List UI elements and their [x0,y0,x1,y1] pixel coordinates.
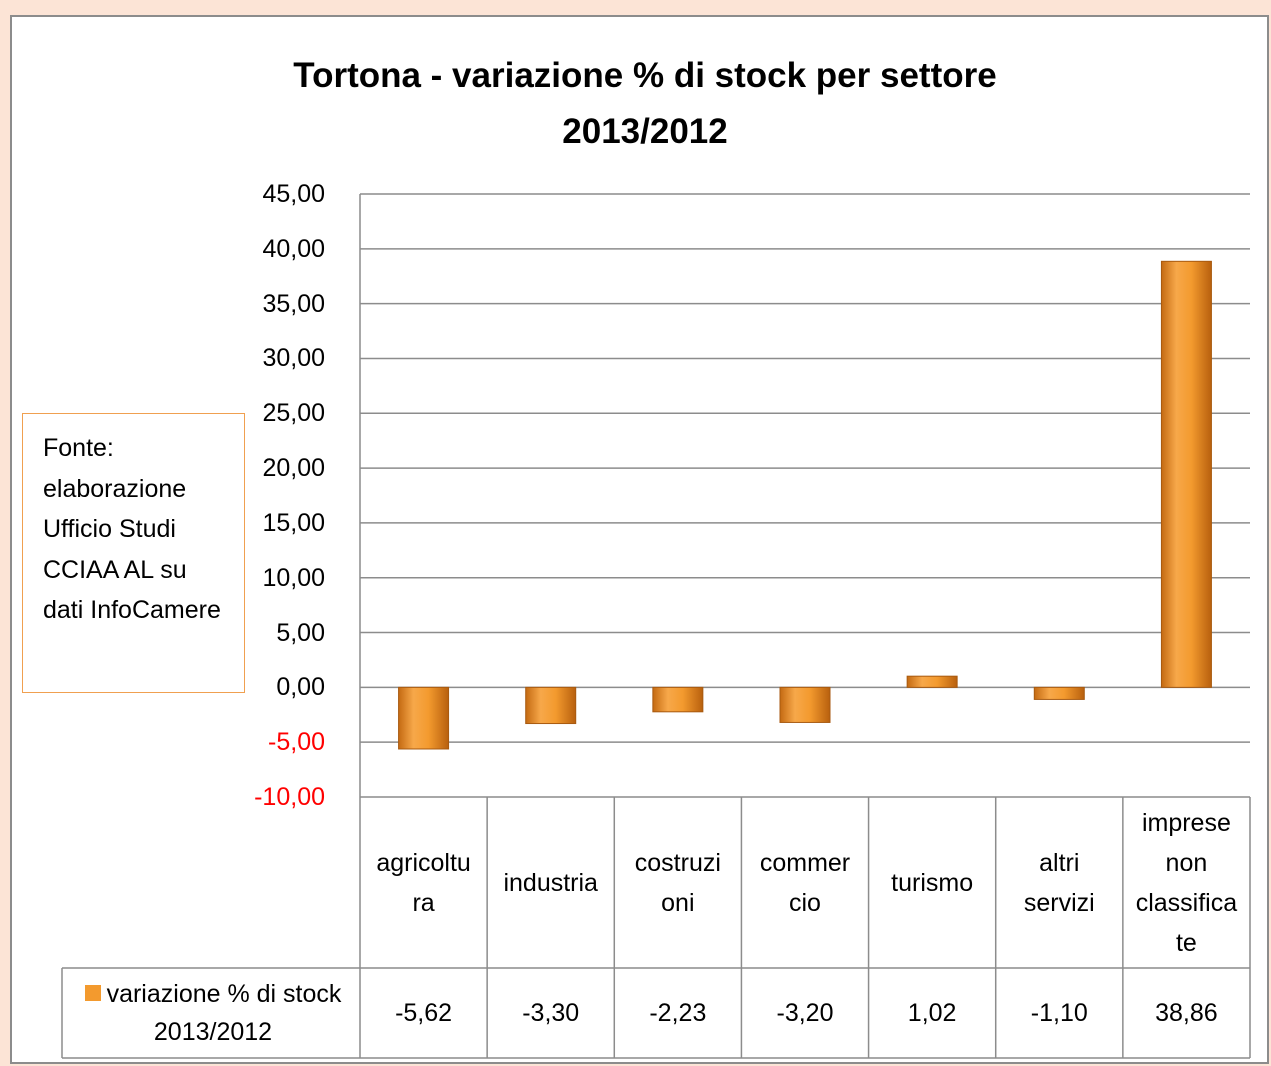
y-tick-label: 40,00 [262,234,325,263]
y-tick-label: 45,00 [262,180,325,208]
bar [398,686,450,750]
data-label: -3,30 [522,998,580,1027]
source-note: Fonte: elaborazione Ufficio Studi CCIAA … [22,413,245,693]
y-tick-label: 0,00 [276,673,325,702]
bar [779,686,831,723]
data-label: -2,23 [649,998,707,1027]
chart-title: Tortona - variazione % di stock per sett… [293,56,997,151]
bar [1160,260,1212,688]
data-label: -5,62 [395,998,453,1027]
bar [1033,686,1085,700]
data-label: 1,02 [907,998,957,1027]
bar [652,686,704,713]
legend-label: variazione % di stock 2013/2012 [106,980,342,1046]
bar [525,686,577,725]
y-tick-label: 20,00 [262,454,325,483]
x-tick-label: industria [503,868,598,897]
data-label: -1,10 [1030,998,1088,1027]
x-tick-label: imprese non classifica te [1135,808,1238,957]
x-tick-label: costruzi oni [634,848,721,917]
y-tick-label: 30,00 [262,344,325,373]
y-tick-label: 35,00 [262,289,325,318]
x-tick-label: agricoltu ra [376,848,471,917]
x-tick-label: altri servizi [1023,848,1095,917]
y-tick-label: 10,00 [262,563,325,592]
legend-swatch [84,985,101,1001]
bar [906,675,958,688]
x-tick-label: turismo [891,868,974,897]
x-tick-label: commer cio [759,848,851,917]
y-tick-label: -5,00 [268,728,325,757]
y-tick-label: -10,00 [254,783,325,811]
y-tick-label: 15,00 [262,508,325,537]
y-tick-label: 5,00 [276,618,325,647]
data-label: -3,20 [776,998,834,1027]
y-tick-label: 25,00 [262,399,325,428]
legend-entry: variazione % di stock 2013/2012 [68,975,358,1051]
data-label: 38,86 [1155,998,1218,1027]
